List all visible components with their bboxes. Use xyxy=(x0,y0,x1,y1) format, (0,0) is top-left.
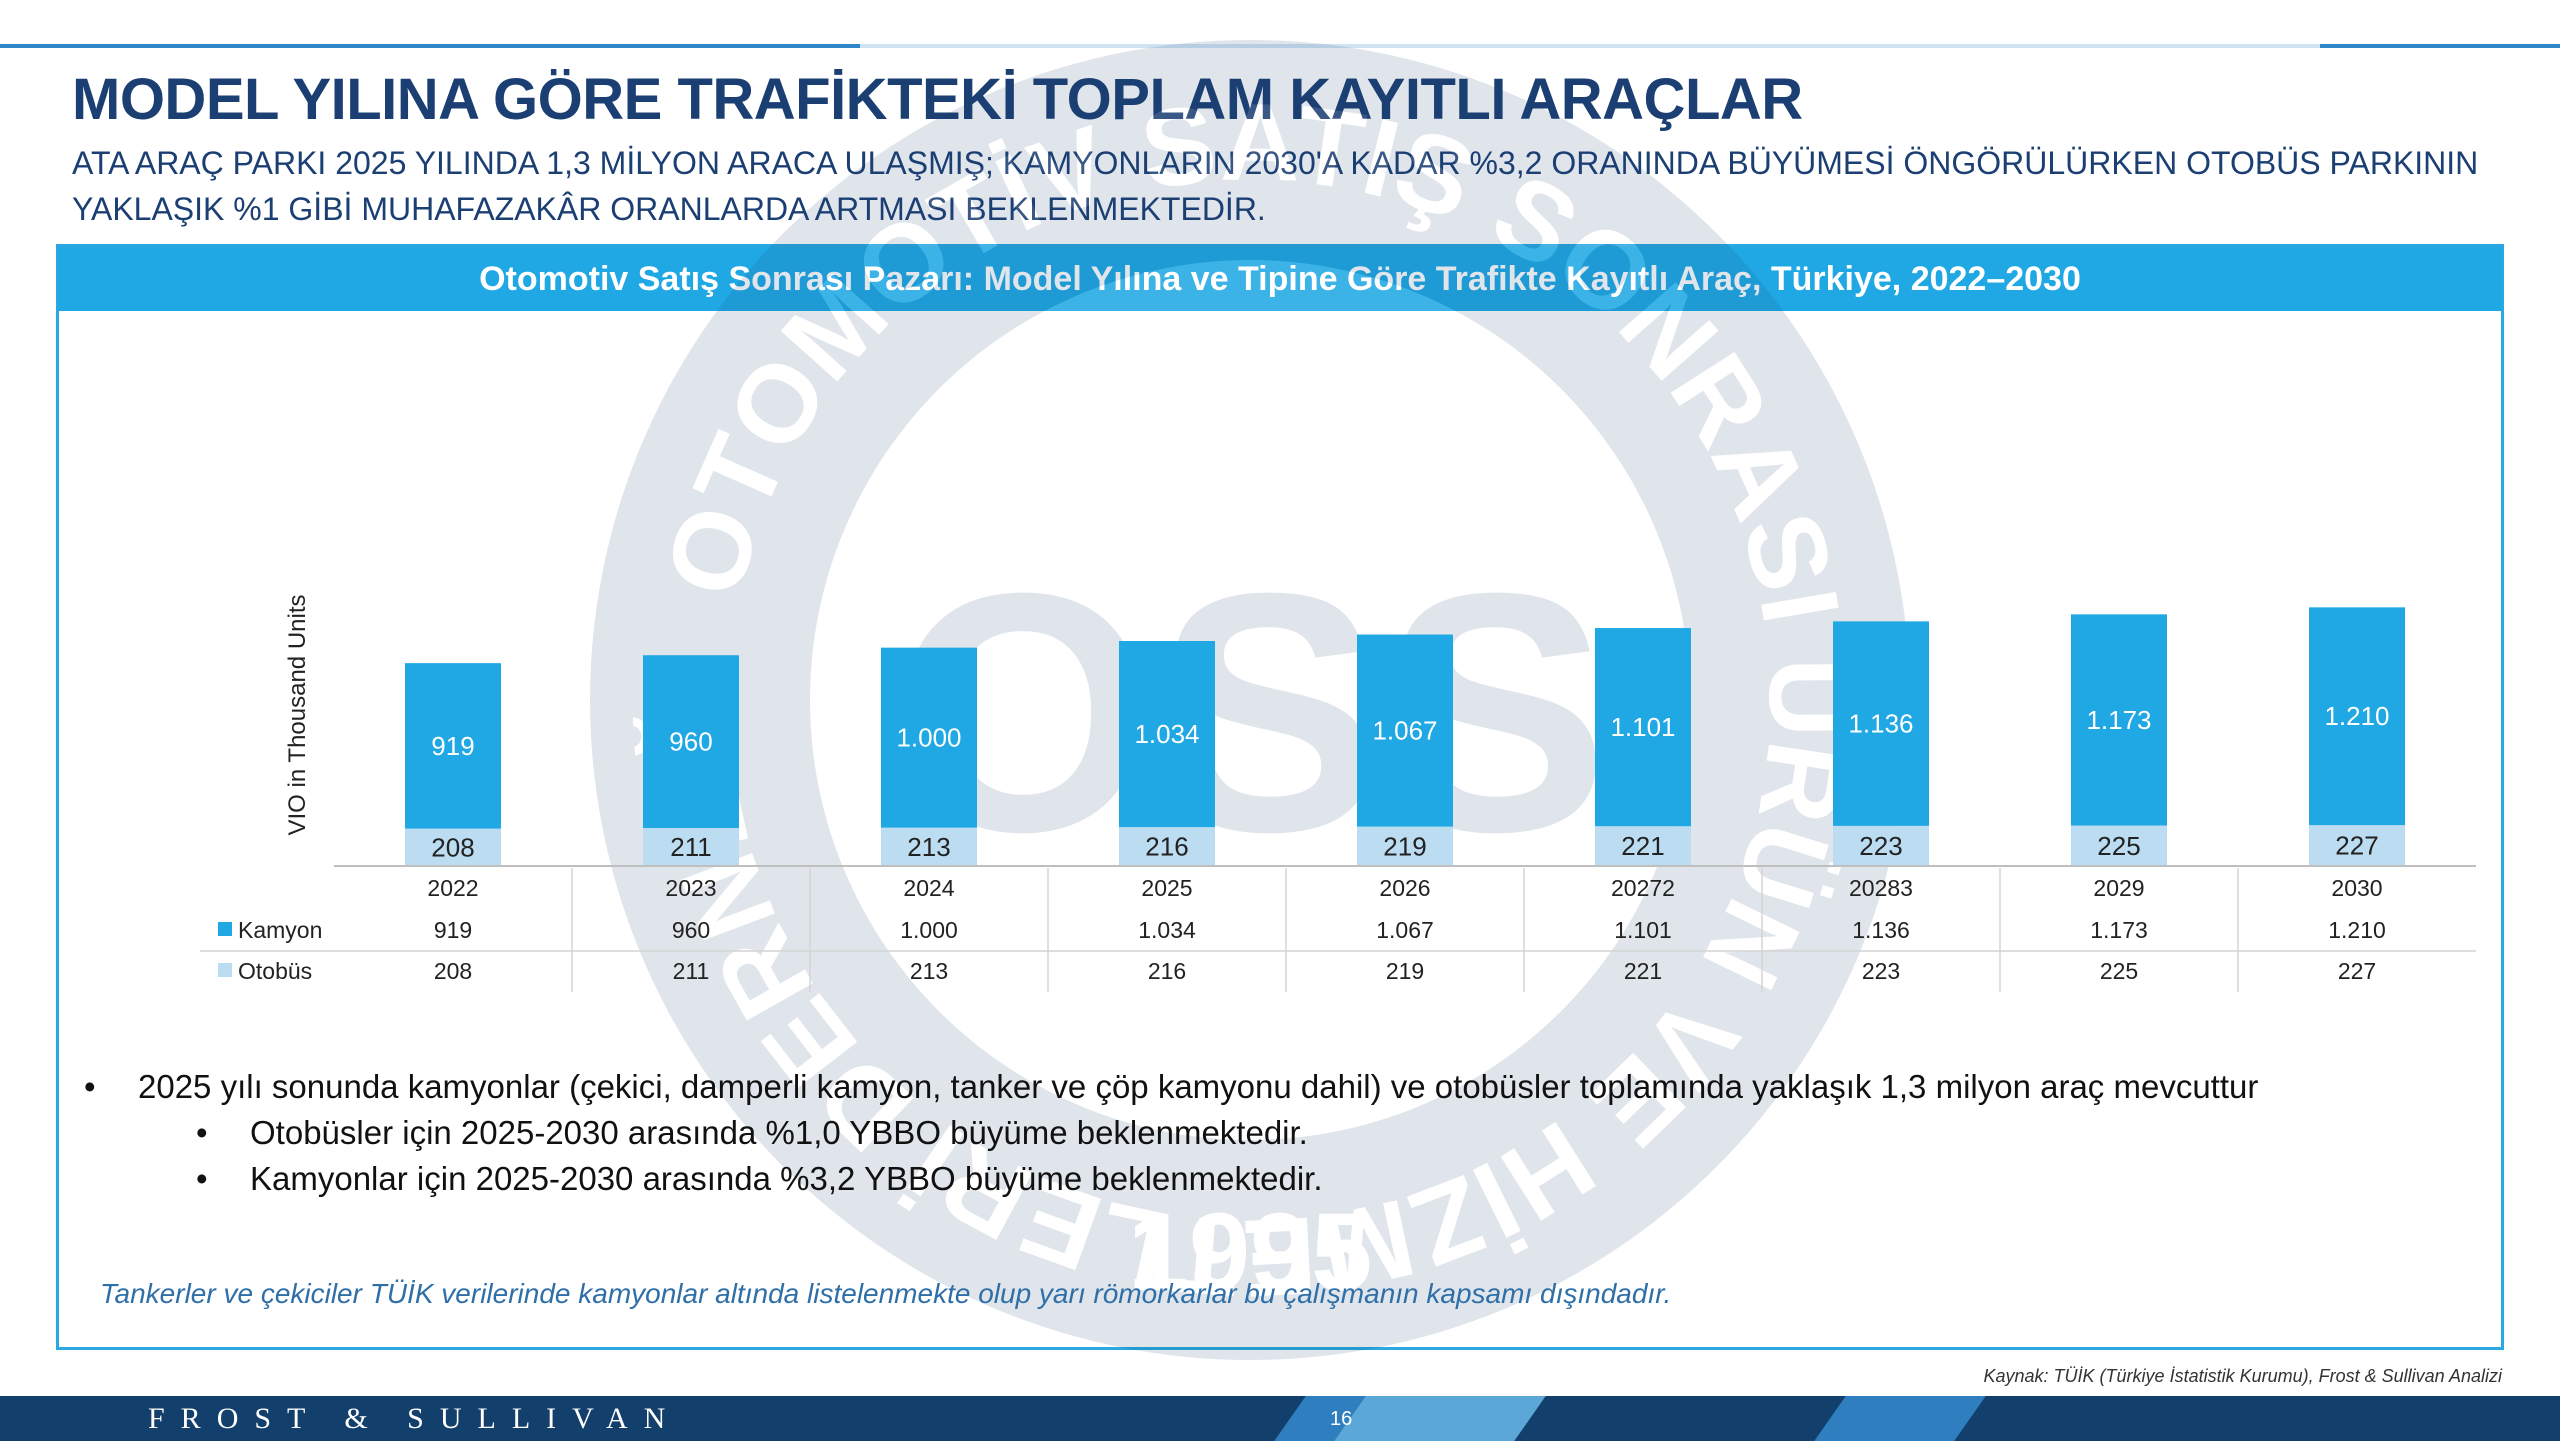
bar-otobus xyxy=(405,828,501,866)
legend-label-kamyon: Kamyon xyxy=(238,917,322,943)
data-label-otobus: 225 xyxy=(2097,831,2140,861)
table-cell-kamyon: 1.173 xyxy=(2090,917,2148,943)
table-year-label: 2022 xyxy=(427,875,478,901)
data-label-otobus: 227 xyxy=(2335,831,2378,861)
top-accent-line xyxy=(0,44,2560,48)
table-cell-kamyon: 919 xyxy=(434,917,472,943)
bar-otobus xyxy=(881,827,977,866)
bar-otobus xyxy=(1357,826,1453,866)
table-year-label: 20272 xyxy=(1611,875,1675,901)
bullet-list: • 2025 yılı sonunda kamyonlar (çekici, da… xyxy=(84,1064,2258,1202)
data-label-otobus: 208 xyxy=(431,832,474,862)
bullet-text: 2025 yılı sonunda kamyonlar (çekici, dam… xyxy=(138,1068,2259,1105)
sub-bullet-item: • Kamyonlar için 2025-2030 arasında %3,2 … xyxy=(84,1156,2258,1202)
table-cell-otobus: 227 xyxy=(2338,958,2376,984)
bullet-text: Otobüsler için 2025-2030 arasında %1,0 Y… xyxy=(250,1114,1308,1151)
source-note: Kaynak: TÜİK (Türkiye İstatistik Kurumu)… xyxy=(1983,1366,2502,1386)
data-label-kamyon: 1.034 xyxy=(1134,719,1199,749)
bar-otobus xyxy=(1119,827,1215,866)
bar-otobus xyxy=(2071,825,2167,866)
bar-kamyon xyxy=(1595,628,1691,827)
table-year-label: 2023 xyxy=(665,875,716,901)
page-subtitle: ATA ARAÇ PARKI 2025 YILINDA 1,3 MİLYON A… xyxy=(72,145,2479,227)
data-label-otobus: 216 xyxy=(1145,832,1188,862)
bar-kamyon xyxy=(2309,607,2405,826)
table-cell-otobus: 219 xyxy=(1386,958,1424,984)
y-axis-label: VIO in Thousand Units xyxy=(284,594,311,835)
legend-label-otobus: Otobüs xyxy=(238,958,312,984)
table-year-label: 20283 xyxy=(1849,875,1913,901)
data-label-otobus: 223 xyxy=(1859,831,1902,861)
table-cell-kamyon: 1.136 xyxy=(1852,917,1910,943)
bar-otobus xyxy=(1833,825,1929,866)
table-year-label: 2030 xyxy=(2331,875,2382,901)
footnote: Tankerler ve çekiciler TÜİK verilerinde … xyxy=(100,1278,1672,1309)
table-cell-kamyon: 1.210 xyxy=(2328,917,2386,943)
page-number: 16 xyxy=(1330,1408,1353,1430)
legend-key-otobus xyxy=(218,963,232,977)
data-label-kamyon: 1.210 xyxy=(2324,701,2389,731)
table-cell-kamyon: 1.101 xyxy=(1614,917,1672,943)
table-year-label: 2029 xyxy=(2093,875,2144,901)
table-cell-otobus: 223 xyxy=(1862,958,1900,984)
bullet-marker: • xyxy=(196,1160,208,1197)
bullet-marker: • xyxy=(196,1114,208,1151)
page-title: MODEL YILINA GÖRE TRAFİKTEKİ TOPLAM KAYI… xyxy=(72,67,1803,132)
table-cell-otobus: 221 xyxy=(1624,958,1662,984)
bullet-marker: • xyxy=(84,1068,96,1105)
table-year-label: 2025 xyxy=(1141,875,1192,901)
bar-kamyon xyxy=(643,655,739,829)
table-cell-otobus: 225 xyxy=(2100,958,2138,984)
bar-kamyon xyxy=(405,663,501,829)
data-label-kamyon: 1.000 xyxy=(896,723,961,753)
bar-otobus xyxy=(1595,826,1691,866)
bar-kamyon xyxy=(1357,634,1453,827)
data-label-kamyon: 960 xyxy=(669,727,712,757)
table-cell-otobus: 213 xyxy=(910,958,948,984)
bullet-text: Kamyonlar için 2025-2030 arasında %3,2 Y… xyxy=(250,1160,1323,1197)
table-cell-otobus: 216 xyxy=(1148,958,1186,984)
table-cell-kamyon: 1.000 xyxy=(900,917,958,943)
legend-key-kamyon xyxy=(218,922,232,936)
bar-kamyon xyxy=(2071,614,2167,826)
bar-kamyon xyxy=(881,647,977,828)
table-year-label: 2024 xyxy=(903,875,954,901)
data-label-otobus: 211 xyxy=(670,832,711,862)
bullet-item: • 2025 yılı sonunda kamyonlar (çekici, da… xyxy=(84,1064,2258,1110)
sub-bullet-item: • Otobüsler için 2025-2030 arasında %1,0 … xyxy=(84,1110,2258,1156)
table-cell-kamyon: 1.067 xyxy=(1376,917,1434,943)
chart-panel: Otomotiv Satış Sonrası Pazarı: Model Yıl… xyxy=(56,244,2504,1350)
data-label-kamyon: 1.101 xyxy=(1610,712,1675,742)
table-year-label: 2026 xyxy=(1379,875,1430,901)
footer-bar: FROST & SULLIVAN 16 xyxy=(0,1396,2560,1441)
data-label-kamyon: 1.067 xyxy=(1372,716,1437,746)
table-cell-otobus: 208 xyxy=(434,958,472,984)
table-cell-kamyon: 1.034 xyxy=(1138,917,1196,943)
bar-otobus xyxy=(2309,825,2405,866)
table-cell-kamyon: 960 xyxy=(672,917,710,943)
data-label-kamyon: 1.173 xyxy=(2086,705,2151,735)
data-label-kamyon: 919 xyxy=(431,731,474,761)
table-cell-otobus: 211 xyxy=(673,958,710,984)
bar-otobus xyxy=(643,828,739,866)
chart-panel-title: Otomotiv Satış Sonrası Pazarı: Model Yıl… xyxy=(59,247,2501,311)
data-label-otobus: 213 xyxy=(907,832,950,862)
data-label-otobus: 219 xyxy=(1383,831,1426,861)
data-label-otobus: 221 xyxy=(1621,831,1664,861)
frost-sullivan-logo: FROST & SULLIVAN xyxy=(148,1402,682,1435)
bar-kamyon xyxy=(1833,621,1929,826)
bar-kamyon xyxy=(1119,641,1215,828)
data-label-kamyon: 1.136 xyxy=(1848,709,1913,739)
